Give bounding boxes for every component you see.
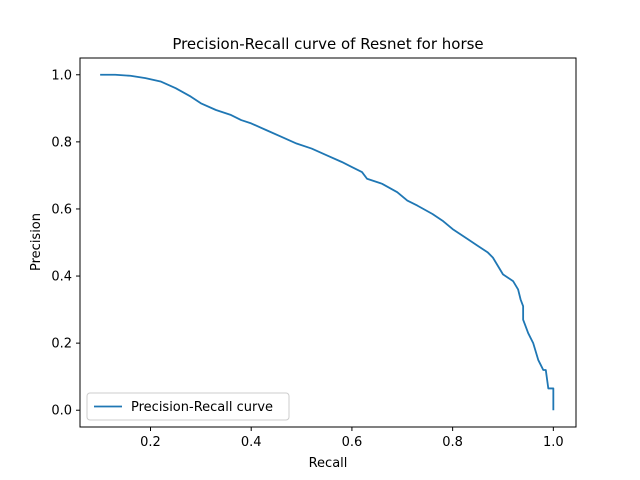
axes-frame — [79, 57, 577, 428]
x-axis-ticks: 0.2 0.4 0.6 0.8 1.0 — [140, 427, 564, 450]
y-tick-label: 0.0 — [51, 404, 72, 419]
chart-title: Precision-Recall curve of Resnet for hor… — [172, 35, 483, 53]
series-layer — [100, 73, 555, 411]
x-tick-label: 0.2 — [140, 435, 161, 450]
x-tick-label: 0.6 — [342, 435, 363, 450]
x-tick-label: 1.0 — [543, 435, 564, 450]
y-tick-label: 0.6 — [51, 202, 72, 217]
y-axis-label: Precision — [29, 213, 44, 271]
series-line — [100, 73, 555, 411]
x-axis-label: Recall — [309, 456, 348, 471]
x-tick-label: 0.8 — [442, 435, 463, 450]
y-tick-label: 0.8 — [51, 135, 72, 150]
plot-area: 0.2 0.4 0.6 0.8 1.0 0.0 0.2 0.4 0.6 0.8 1.0 — [51, 57, 577, 450]
legend-label: Precision-Recall curve — [131, 400, 273, 415]
y-tick-label: 1.0 — [51, 68, 72, 83]
y-tick-label: 0.2 — [51, 337, 72, 352]
x-tick-label: 0.4 — [241, 435, 262, 450]
legend: Precision-Recall curve — [86, 392, 290, 421]
legend-box — [86, 392, 290, 421]
y-axis-ticks: 0.0 0.2 0.4 0.6 0.8 1.0 — [51, 68, 80, 419]
y-tick-label: 0.4 — [51, 270, 72, 285]
